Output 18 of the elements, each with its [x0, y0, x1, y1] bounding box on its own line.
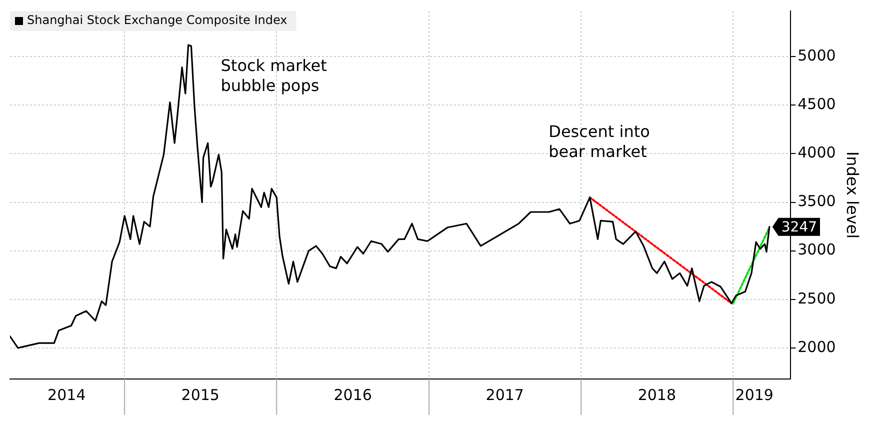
x-tick-label: 2014 — [48, 386, 86, 404]
y-tick-label: 2000 — [798, 338, 836, 356]
y-tick-label: 3500 — [798, 192, 836, 210]
x-tick-label: 2015 — [181, 386, 220, 404]
y-tick-label: 4500 — [798, 95, 836, 114]
y-axis-title: Index level — [843, 151, 862, 239]
annotation: Descent into bear market — [548, 122, 650, 162]
x-tick-label: 2019 — [735, 386, 774, 404]
y-tick-label: 5000 — [798, 46, 836, 65]
y-tick-label: 4000 — [798, 144, 836, 162]
legend-label: Shanghai Stock Exchange Composite Index — [27, 13, 288, 28]
x-tick-label: 2018 — [638, 386, 676, 404]
x-tick-label: 2016 — [334, 386, 372, 404]
annotation: Stock market bubble pops — [220, 56, 327, 95]
y-tick-label: 2500 — [798, 289, 836, 308]
data-label: 3247 — [781, 219, 818, 236]
y-tick-label: 3000 — [798, 240, 836, 259]
x-tick-label: 2017 — [486, 386, 524, 404]
